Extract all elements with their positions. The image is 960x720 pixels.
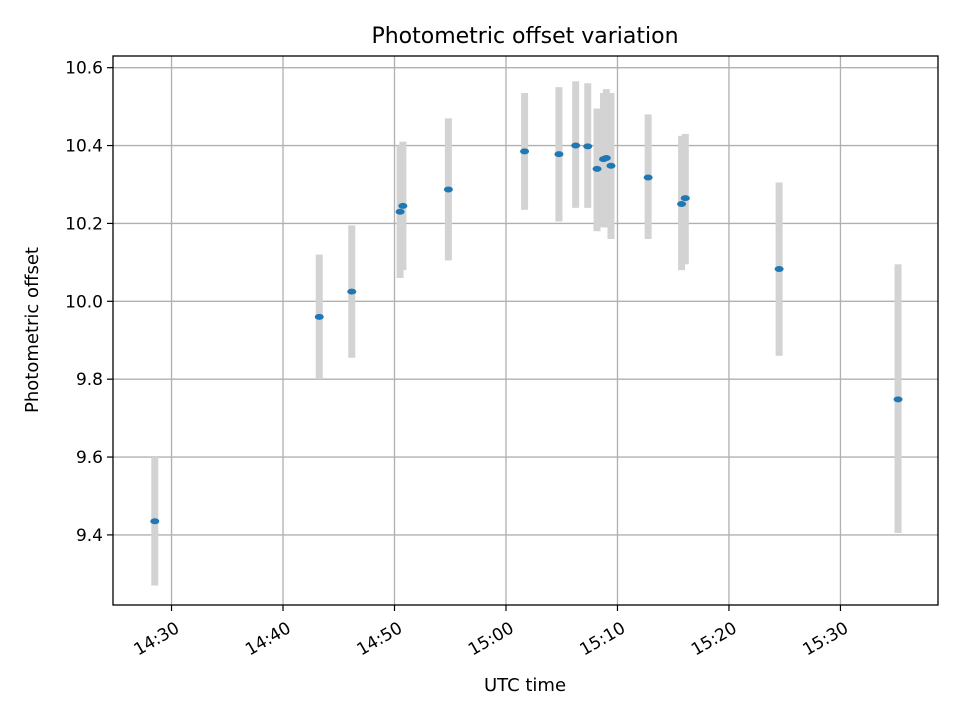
- y-tick-label: 9.4: [76, 526, 103, 546]
- y-tick-label: 9.8: [76, 370, 103, 390]
- data-point: [592, 165, 602, 172]
- data-point: [643, 174, 653, 181]
- data-point: [680, 195, 690, 202]
- data-point: [443, 186, 453, 193]
- x-tick-label: 14:30: [131, 618, 183, 660]
- y-axis-label: Photometric offset: [22, 247, 43, 413]
- data-point: [583, 143, 593, 150]
- data-point: [606, 162, 616, 169]
- x-tick-label: 14:50: [354, 618, 406, 660]
- chart-title: Photometric offset variation: [371, 24, 678, 49]
- data-point: [398, 202, 408, 209]
- data-point: [554, 151, 564, 158]
- x-axis-label: UTC time: [484, 675, 566, 696]
- x-tick-label: 15:10: [577, 618, 629, 660]
- data-point: [520, 148, 530, 155]
- y-tick-label: 9.6: [76, 448, 103, 468]
- data-point: [893, 396, 903, 403]
- y-tick-label: 10.2: [65, 214, 103, 234]
- data-point: [150, 518, 160, 525]
- y-tick-label: 10.4: [65, 137, 103, 157]
- error-bars: [151, 81, 902, 586]
- data-points: [150, 142, 903, 525]
- y-tick-label: 10.0: [65, 292, 103, 312]
- x-axis: 14:30 14:40 14:50 15:00 15:10 15:20 15:30: [131, 605, 852, 660]
- x-tick-label: 15:30: [800, 618, 852, 660]
- data-point: [601, 155, 611, 162]
- data-point: [677, 200, 687, 207]
- y-tick-label: 10.6: [65, 59, 103, 79]
- data-point: [395, 208, 405, 215]
- data-point: [571, 142, 581, 149]
- plot-frame: [112, 55, 939, 606]
- x-tick-label: 15:00: [465, 618, 517, 660]
- data-point: [314, 313, 324, 320]
- data-point: [347, 288, 357, 295]
- x-tick-label: 15:20: [688, 618, 740, 660]
- x-tick-label: 14:40: [242, 618, 294, 660]
- y-axis: 9.4 9.6 9.8 10.0 10.2 10.4 10.6: [65, 59, 113, 546]
- data-point: [774, 265, 784, 272]
